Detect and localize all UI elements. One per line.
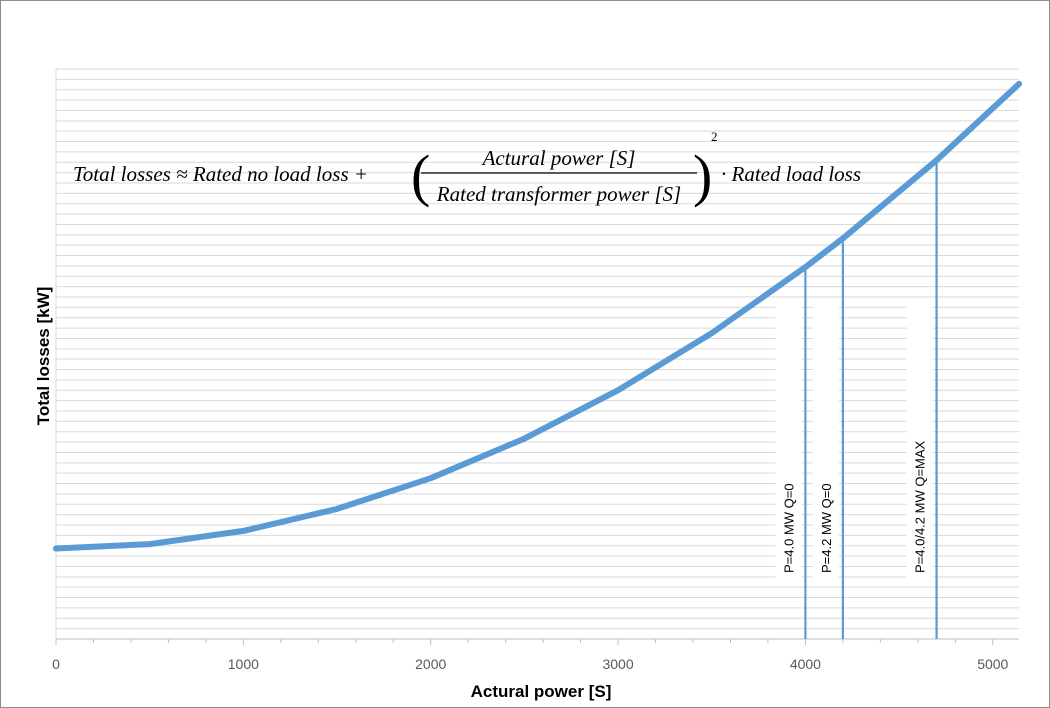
- x-axis-title: Actural power [S]: [471, 682, 612, 701]
- series-point: [146, 541, 153, 548]
- y-axis-title: Total losses [kW]: [34, 287, 53, 426]
- series-point: [1016, 80, 1022, 87]
- formula-rhs: · Rated load loss: [721, 162, 861, 186]
- series-line-total-losses: [53, 80, 1022, 552]
- marker-label-backdrop: [906, 301, 933, 579]
- x-tick-label: 3000: [602, 656, 633, 672]
- series-point: [933, 157, 940, 164]
- series-point: [427, 475, 434, 482]
- gridlines: [56, 68, 1019, 640]
- formula-right-paren: ): [693, 143, 712, 208]
- marker-lines: [804, 160, 938, 639]
- formula-lhs: Total losses ≈ Rated no load loss +: [73, 162, 368, 186]
- x-tick-label: 1000: [228, 656, 259, 672]
- series-point: [708, 330, 715, 337]
- x-tick-label: 5000: [977, 656, 1008, 672]
- loss-formula: Total losses ≈ Rated no load loss + ( Ac…: [73, 129, 861, 208]
- labels-layer: P=4.0 MW Q=0 P=4.2 MW Q=0 P=4.0/4.2 MW Q=M…: [775, 301, 933, 579]
- formula-exponent: 2: [711, 129, 718, 144]
- marker-label: P=4.0 MW Q=0: [781, 483, 796, 573]
- axes: 0 1000 2000 3000 4000 5000: [52, 69, 1019, 672]
- formula-left-paren: (: [411, 143, 430, 208]
- formula-denominator: Rated transformer power [S]: [436, 182, 681, 206]
- formula-numerator: Actural power [S]: [481, 146, 636, 170]
- marker-label: P=4.2 MW Q=0: [819, 483, 834, 573]
- series-point: [521, 435, 528, 442]
- series-point: [53, 545, 59, 552]
- x-tick-label: 4000: [790, 656, 821, 672]
- x-tick-label: 2000: [415, 656, 446, 672]
- marker-label-backdrop: [775, 301, 802, 579]
- series-point: [334, 505, 341, 512]
- series-point: [615, 387, 622, 394]
- series-layer: [53, 80, 1022, 552]
- series-point: [240, 527, 247, 534]
- series-point: [839, 235, 846, 242]
- series-point: [802, 264, 809, 271]
- marker-label-backdrop: [812, 301, 839, 579]
- x-tick-label: 0: [52, 656, 60, 672]
- marker-label: P=4.0/4.2 MW Q=MAX: [913, 440, 928, 573]
